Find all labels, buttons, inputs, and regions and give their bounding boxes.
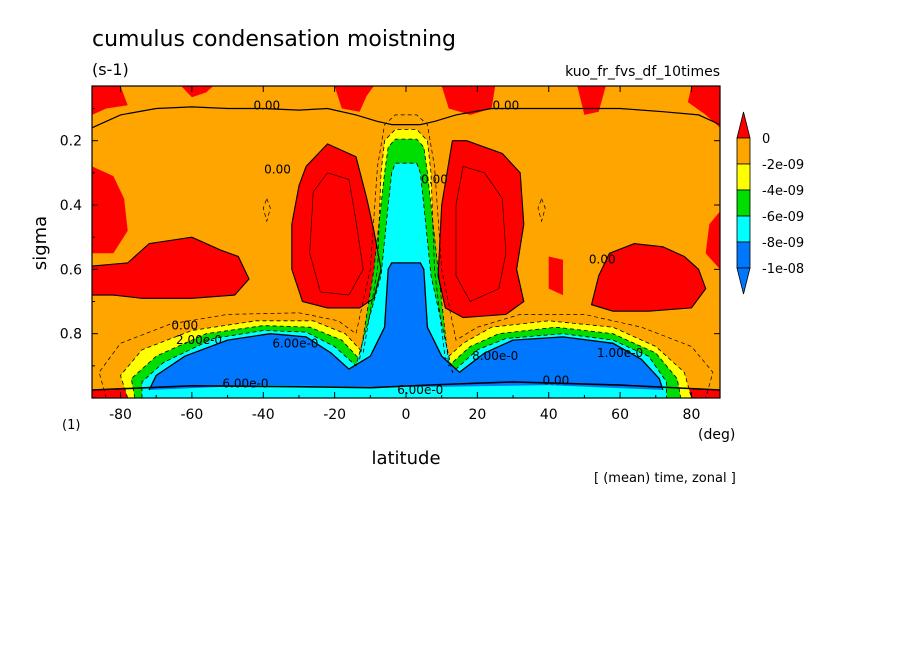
units-label: (s-1) <box>92 60 129 79</box>
zero-contour-left-lobe <box>291 143 382 309</box>
y-tick-label-0.8: 0.8 <box>60 327 82 343</box>
contour-label-11: 6.00e-0 <box>222 377 268 391</box>
x-tick-label--60: -60 <box>180 407 203 423</box>
contour-label-6: 2.00e-0 <box>176 333 222 347</box>
contour-label-2: 0.00 <box>493 98 520 112</box>
red-right-small-tongue <box>548 256 563 296</box>
x-tick-label--40: -40 <box>252 407 275 423</box>
red-top-left-corner <box>92 86 128 115</box>
red-right-upper-lobe <box>438 140 524 318</box>
red-far-right-edge <box>705 211 720 270</box>
band-below-m8-blue <box>149 262 663 390</box>
zero-contour-bottom <box>92 381 720 391</box>
contour-label-5: 0.00 <box>543 373 570 387</box>
y-axis: 0.2 0.4 0.6 0.8 <box>60 108 720 399</box>
x-tick-label-60: 60 <box>611 407 629 423</box>
contour-label-4: 0.00 <box>589 253 616 267</box>
red-top-center-left <box>334 86 374 112</box>
colorbar-label-2: -4e-09 <box>762 184 804 199</box>
colorbar-swatch-4 <box>736 215 751 243</box>
colorbar-swatch-5 <box>736 241 751 269</box>
contour-m2-outer <box>98 114 714 398</box>
red-right-low-lobe <box>591 243 706 312</box>
colorbar-swatch-1 <box>736 137 751 165</box>
chart-title: cumulus condensation moistning <box>92 27 456 52</box>
y-tick-label-0.4: 0.4 <box>60 198 82 214</box>
x-axis-label: latitude <box>371 448 440 469</box>
x-tick-label--20: -20 <box>323 407 346 423</box>
y-axis-label: sigma <box>30 216 51 270</box>
contour-m4 <box>130 138 682 398</box>
contour-label-3: 0.00 <box>264 163 291 177</box>
colorbar-swatch-6 <box>736 267 751 295</box>
diamond-contour-right <box>537 198 546 223</box>
contour-label-8: 1.00e-0 <box>597 346 643 360</box>
colorbar-label-1: -2e-09 <box>762 158 804 173</box>
y-axis-unit: (1) <box>62 418 80 433</box>
contour-label-10: 0.00 <box>421 172 448 186</box>
colorbar-label-0: 0 <box>762 132 770 147</box>
run-label: kuo_fr_fvs_df_10times <box>565 64 720 80</box>
red-left-upper-lobe <box>291 143 381 308</box>
diamond-contour-left <box>262 198 271 223</box>
contour-m2 <box>120 128 692 398</box>
zero-contour-left-low <box>92 236 250 299</box>
red-top-center-right <box>441 86 496 115</box>
contour-label-1: 0.00 <box>253 98 280 112</box>
colorbar-label-3: -6e-09 <box>762 210 804 225</box>
red-left-low-lobe <box>92 237 249 299</box>
red-top-right-corner <box>687 86 720 128</box>
contour-label-7: 6.00e-0 <box>272 336 318 350</box>
y-tick-label-0.6: 0.6 <box>60 262 82 278</box>
red-top-left-notch <box>181 86 214 98</box>
red-left-edge-band <box>92 166 128 254</box>
zero-contour-top <box>92 106 720 129</box>
x-axis-unit: (deg) <box>698 427 735 443</box>
x-tick-label-80: 80 <box>683 407 701 423</box>
colorbar-swatch-3 <box>736 189 751 217</box>
colorbar: 0 -2e-09 -4e-09 -6e-09 -8e-09 -1e-08 <box>736 111 804 295</box>
contour-label-9: 8.00e-0 <box>472 349 518 363</box>
contour-label-12: 6.00e-0 <box>397 383 443 397</box>
colorbar-swatch-0 <box>736 111 751 139</box>
contour-m6 <box>141 162 667 398</box>
red-top-right-notch <box>577 86 606 115</box>
footer-note: [ (mean) time, zonal ] <box>594 471 736 486</box>
x-axis: -80 -60 -40 -20 0 20 40 60 80 <box>109 86 700 423</box>
inner-contour-right <box>455 166 507 302</box>
colorbar-label-5: -1e-08 <box>762 262 804 277</box>
inner-contour-left <box>309 172 364 296</box>
contour-lines <box>92 106 720 398</box>
x-tick-label-20: 20 <box>468 407 486 423</box>
x-tick-label--80: -80 <box>109 407 132 423</box>
x-tick-label-40: 40 <box>540 407 558 423</box>
y-tick-label-0.2: 0.2 <box>60 134 82 150</box>
contour-label-0: 0.00 <box>171 319 198 333</box>
contour-labels: 0.000.00 0.000.000.000.002.00e-0 6.00e-01.… <box>171 98 643 397</box>
zero-contour-right-low <box>590 243 707 312</box>
contour-m8 <box>148 262 664 391</box>
plot-area: 0.000.00 0.000.000.000.002.00e-0 6.00e-01.… <box>92 86 720 398</box>
x-tick-label-0: 0 <box>402 407 411 423</box>
zero-contour-right-lobe <box>437 140 525 319</box>
colorbar-swatch-2 <box>736 163 751 191</box>
colorbar-label-4: -8e-09 <box>762 236 804 251</box>
